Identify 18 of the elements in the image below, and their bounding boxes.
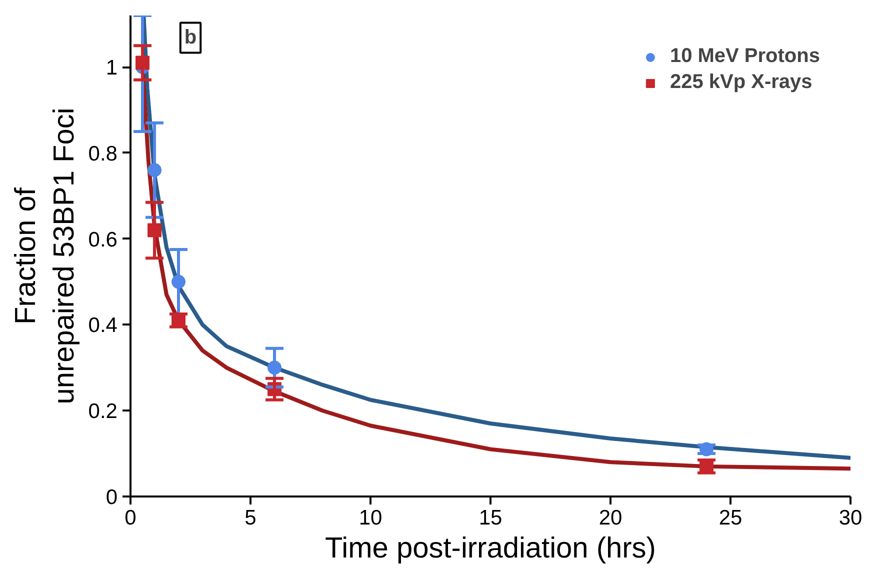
x-tick-label: 20: [598, 506, 622, 530]
legend-label: 10 MeV Protons: [670, 45, 820, 68]
y-tick-label: 0.2: [88, 400, 118, 424]
y-tick-label: 0.6: [88, 228, 118, 252]
x-axis-title: Time post-irradiation (hrs): [325, 532, 656, 564]
y-tick-label: 1: [106, 56, 118, 80]
x-tick-label: 0: [124, 506, 136, 530]
x-tick-label: 25: [718, 506, 742, 530]
x-tick-label: 5: [244, 506, 256, 530]
x-tick-label: 30: [838, 506, 862, 530]
y-axis-title: Fraction of unrepaired 53BP1 Foci: [10, 108, 80, 404]
x-tick-label: 10: [358, 506, 382, 530]
y-tick-label: 0.4: [88, 314, 118, 338]
y-tick-label: 0: [106, 486, 118, 509]
annotation: b: [184, 26, 197, 49]
legend-label: 225 kVp X-rays: [670, 71, 812, 94]
y-tick-label: 0.8: [88, 142, 118, 166]
x-tick-label: 15: [478, 506, 502, 530]
